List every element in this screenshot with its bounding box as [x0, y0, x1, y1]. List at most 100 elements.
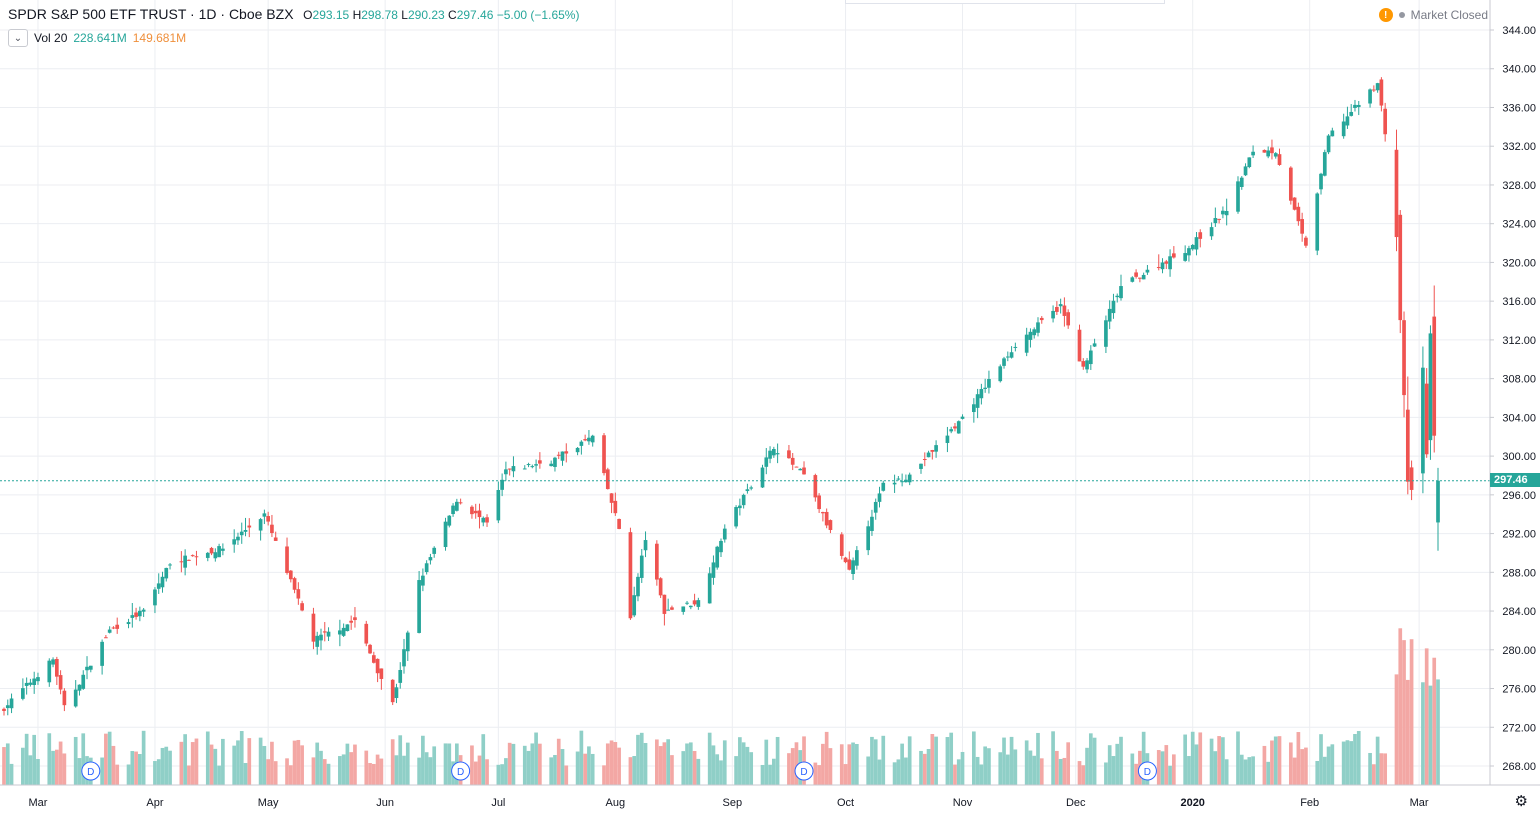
- chevron-down-icon[interactable]: ⌄: [8, 29, 28, 47]
- dividend-marker[interactable]: D: [1137, 761, 1157, 781]
- candle-body: [1353, 104, 1357, 108]
- volume-bar: [1402, 640, 1406, 785]
- volume-bar: [141, 730, 146, 785]
- volume-bar: [749, 752, 754, 785]
- warning-icon[interactable]: !: [1378, 8, 1393, 22]
- volume-bar: [1345, 740, 1350, 785]
- time-tick-label: Mar: [1410, 797, 1429, 809]
- candle-body: [141, 609, 146, 612]
- volume-bar: [960, 751, 965, 785]
- volume-bar: [270, 741, 274, 785]
- volume-bar: [322, 759, 327, 785]
- volume-bar: [998, 752, 1003, 785]
- volume-bar: [587, 746, 591, 785]
- volume-bar: [538, 743, 542, 785]
- candle-body: [424, 563, 429, 573]
- candle-body: [922, 459, 927, 461]
- price-tick-label: 268.00: [1502, 761, 1536, 773]
- volume-bar: [156, 759, 161, 785]
- volume-bar: [564, 765, 569, 785]
- dividend-marker-label: D: [87, 767, 94, 778]
- volume-bar: [1198, 732, 1203, 785]
- volume-bar: [719, 760, 723, 785]
- volume-bar: [949, 732, 954, 785]
- candle-body: [945, 435, 950, 443]
- candle-body: [632, 595, 637, 616]
- candle-body: [1428, 333, 1433, 441]
- candle-body: [353, 617, 357, 621]
- candle-body: [32, 678, 37, 685]
- last-price-label: 297.46: [1490, 473, 1540, 487]
- volume-bar: [51, 750, 55, 785]
- time-tick-label: Jun: [376, 797, 394, 809]
- candle-body: [1009, 352, 1014, 358]
- price-tick-label: 316.00: [1502, 296, 1536, 308]
- candle-body: [590, 435, 595, 443]
- volume-bar: [771, 758, 776, 785]
- gear-icon[interactable]: ⚙: [1514, 793, 1528, 810]
- candle-body: [975, 394, 980, 408]
- volume-bar: [655, 739, 659, 785]
- volume-bar: [692, 750, 697, 785]
- volume-bar: [1424, 648, 1429, 785]
- volume-bar: [877, 759, 882, 785]
- candle-body: [1183, 253, 1188, 261]
- candle-body: [1013, 346, 1018, 348]
- candle-body: [2, 708, 6, 711]
- candle-body: [1394, 149, 1399, 238]
- last-price-text: 297.46: [1494, 474, 1528, 486]
- volume-bar: [428, 757, 433, 785]
- candle-body: [934, 445, 938, 452]
- candle-body: [1236, 181, 1240, 212]
- volume-bar: [794, 742, 799, 785]
- dividend-marker[interactable]: D: [794, 761, 814, 781]
- volume-bar: [115, 764, 120, 785]
- candle-body: [1141, 274, 1146, 280]
- candle-body: [1138, 277, 1142, 279]
- candle-body: [73, 689, 78, 707]
- volume-bar: [609, 740, 614, 785]
- volume-bar: [556, 738, 561, 785]
- symbol-legend[interactable]: SPDR S&P 500 ETF TRUST · 1D · Cboe BZX O…: [8, 6, 579, 22]
- candle-body: [417, 580, 421, 633]
- volume-bar: [892, 762, 897, 785]
- volume-bar: [1187, 756, 1191, 785]
- volume-bar: [813, 762, 818, 785]
- price-tick-label: 292.00: [1502, 529, 1536, 541]
- volume-bar: [345, 743, 350, 785]
- top-drag-tab[interactable]: [845, 0, 1165, 4]
- candle-body: [285, 546, 289, 573]
- volume-bar: [707, 732, 712, 785]
- volume-bar: [613, 742, 618, 785]
- volume-bar: [130, 751, 135, 785]
- candle-body: [1243, 166, 1248, 176]
- volume-bar: [164, 746, 169, 785]
- candle-body: [719, 540, 723, 553]
- candle-body: [1055, 306, 1059, 312]
- volume-bar: [670, 755, 674, 785]
- volume-bar: [843, 764, 848, 785]
- volume-bar: [1009, 736, 1014, 785]
- volume-bar: [1164, 745, 1169, 785]
- volume-bar: [9, 763, 14, 785]
- volume-bar: [473, 761, 478, 785]
- time-axis[interactable]: Mar Apr May Jun Jul Aug Sep Oct Nov Dec 2020 Feb Mar: [28, 797, 1428, 809]
- candle-body: [232, 539, 237, 545]
- candle-body: [1319, 173, 1323, 190]
- price-tick-label: 280.00: [1502, 645, 1536, 657]
- candle-body: [236, 536, 240, 541]
- volume-bar: [526, 750, 531, 785]
- symbol-title[interactable]: SPDR S&P 500 ETF TRUST · 1D · Cboe BZX: [8, 6, 294, 22]
- time-tick-label: Jul: [491, 797, 505, 809]
- volume-bar: [1005, 754, 1010, 785]
- dividend-marker[interactable]: D: [81, 761, 101, 781]
- volume-bar: [1330, 744, 1335, 785]
- price-axis[interactable]: 344.00 340.00 336.00 332.00 328.00 324.00 320.…: [0, 0, 1540, 786]
- dividend-marker[interactable]: D: [451, 761, 471, 781]
- volume-bar: [1421, 682, 1425, 785]
- volume-bar: [285, 758, 289, 785]
- candle-body: [971, 404, 976, 413]
- price-tick-label: 312.00: [1502, 335, 1536, 347]
